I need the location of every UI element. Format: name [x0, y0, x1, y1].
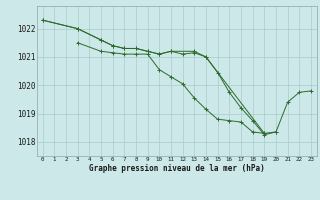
X-axis label: Graphe pression niveau de la mer (hPa): Graphe pression niveau de la mer (hPa) — [89, 164, 265, 173]
